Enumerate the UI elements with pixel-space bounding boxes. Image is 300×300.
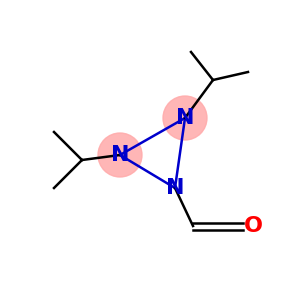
Text: N: N bbox=[166, 178, 184, 198]
Text: N: N bbox=[176, 108, 194, 128]
Text: O: O bbox=[244, 216, 262, 236]
Text: N: N bbox=[111, 145, 129, 165]
Circle shape bbox=[163, 96, 207, 140]
Circle shape bbox=[98, 133, 142, 177]
